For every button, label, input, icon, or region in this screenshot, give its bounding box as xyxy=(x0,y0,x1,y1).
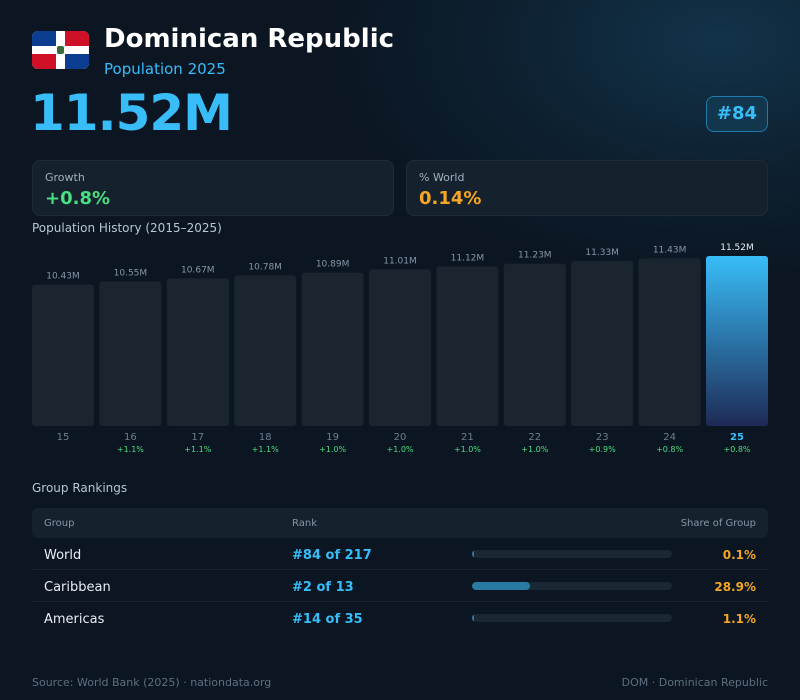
country-code: DOM · Dominican Republic xyxy=(621,676,768,689)
x-tick-label: 20 xyxy=(394,432,407,443)
row-share: 28.9% xyxy=(714,580,756,594)
header-rank: Rank xyxy=(292,518,317,529)
x-tick-label: 18 xyxy=(259,432,272,443)
bar-value-label: 11.33M xyxy=(585,248,619,258)
header-group: Group xyxy=(44,518,75,529)
bar-23 xyxy=(571,261,634,426)
row-share: 1.1% xyxy=(722,612,756,626)
growth-label: +0.9% xyxy=(589,445,616,454)
table-row: World #84 of 217 0.1% xyxy=(32,538,768,570)
world-share-label: % World xyxy=(419,171,465,184)
x-tick-label: 15 xyxy=(57,432,70,443)
row-share: 0.1% xyxy=(722,548,756,562)
share-bar xyxy=(472,582,672,590)
growth-label: +1.1% xyxy=(184,445,211,454)
country-flag xyxy=(32,31,89,69)
world-share-value: 0.14% xyxy=(419,188,482,209)
history-title: Population History (2015–2025) xyxy=(32,221,222,235)
header-share: Share of Group xyxy=(680,518,756,529)
growth-label: Growth xyxy=(45,171,85,184)
x-tick-label: 22 xyxy=(528,432,541,443)
bar-17 xyxy=(166,278,229,426)
share-bar-fill xyxy=(472,550,474,558)
population-value: 11.52M xyxy=(30,84,233,142)
source-note: Source: World Bank (2025) · nationdata.o… xyxy=(32,676,272,689)
share-bar xyxy=(472,550,672,558)
x-tick-label: 19 xyxy=(326,432,339,443)
growth-label: +1.0% xyxy=(454,445,481,454)
x-tick-label: 17 xyxy=(191,432,204,443)
x-tick-label: 21 xyxy=(461,432,474,443)
bar-value-label: 10.78M xyxy=(248,262,282,272)
growth-label: +1.1% xyxy=(117,445,144,454)
rank-badge: #84 xyxy=(706,96,768,132)
population-history-chart: 10.43M 15 10.55M 16 +1.1% 10.67M 17 +1.1% 10.78M… xyxy=(32,243,768,454)
growth-value: +0.8% xyxy=(45,188,111,209)
table-row: Americas #14 of 35 1.1% xyxy=(32,602,768,634)
country-title: Dominican Republic xyxy=(104,24,395,54)
table-row: Caribbean #2 of 13 28.9% xyxy=(32,570,768,602)
growth-label: +0.8% xyxy=(723,445,750,454)
bar-21 xyxy=(436,266,499,426)
rankings-table: Group Rank Share of Group World #84 of 2… xyxy=(32,508,768,634)
row-group: Caribbean xyxy=(44,580,111,595)
rankings-title: Group Rankings xyxy=(32,481,128,495)
bar-value-label: 11.01M xyxy=(383,256,417,266)
growth-card: Growth +0.8% xyxy=(32,160,394,216)
row-group: Americas xyxy=(44,612,105,627)
x-tick-label: 16 xyxy=(124,432,137,443)
row-rank: #2 of 13 xyxy=(292,580,354,595)
bar-value-label: 11.52M xyxy=(720,243,754,253)
share-bar-fill xyxy=(472,582,530,590)
bar-20 xyxy=(369,269,431,426)
growth-label: +1.0% xyxy=(521,445,548,454)
bar-22 xyxy=(503,263,566,426)
bar-25 xyxy=(706,256,768,426)
bar-value-label: 10.89M xyxy=(316,260,350,270)
share-bar-fill xyxy=(472,614,475,622)
bar-value-label: 10.43M xyxy=(46,272,80,282)
growth-label: +1.1% xyxy=(252,445,279,454)
bar-value-label: 10.55M xyxy=(114,269,148,279)
table-header: Group Rank Share of Group xyxy=(32,508,768,538)
growth-label: +1.0% xyxy=(386,445,413,454)
row-group: World xyxy=(44,548,82,563)
row-rank: #14 of 35 xyxy=(292,612,363,627)
x-tick-label: 25 xyxy=(730,432,744,443)
bar-16 xyxy=(99,281,162,426)
bar-value-label: 11.23M xyxy=(518,251,552,261)
page-subtitle: Population 2025 xyxy=(104,60,226,78)
growth-label: +0.8% xyxy=(656,445,683,454)
share-bar xyxy=(472,614,672,622)
row-rank: #84 of 217 xyxy=(292,548,372,563)
bar-value-label: 11.12M xyxy=(451,254,485,264)
bar-value-label: 10.67M xyxy=(181,265,215,275)
world-share-card: % World 0.14% xyxy=(406,160,768,216)
bar-18 xyxy=(234,275,297,426)
coat-of-arms-icon xyxy=(57,46,64,54)
x-tick-label: 24 xyxy=(663,432,676,443)
bar-19 xyxy=(301,272,364,426)
bar-15 xyxy=(32,284,94,426)
bar-24 xyxy=(638,258,701,426)
growth-label: +1.0% xyxy=(319,445,346,454)
bar-value-label: 11.43M xyxy=(653,245,687,255)
x-tick-label: 23 xyxy=(596,432,609,443)
